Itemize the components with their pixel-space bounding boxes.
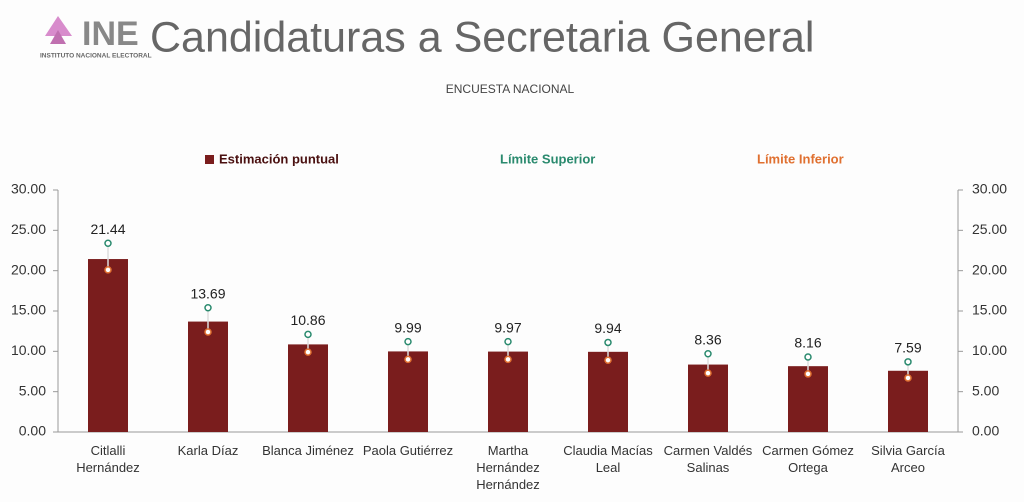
value-label: 13.69	[190, 285, 225, 301]
value-label: 10.86	[290, 312, 325, 328]
y-tick-label: 20.00	[11, 261, 46, 277]
lower-limit-dot	[504, 355, 512, 364]
y2-tick-label: 25.00	[972, 221, 1007, 237]
x-tick-label: Paola Gutiérrez	[362, 443, 454, 458]
y-tick-label: 30.00	[11, 181, 46, 197]
value-label: 9.99	[394, 319, 421, 335]
lower-limit-dot	[904, 374, 912, 382]
upper-limit-dot	[804, 353, 812, 361]
value-label: 9.94	[594, 320, 621, 336]
logo-icon	[45, 16, 72, 36]
upper-limit-dot	[704, 350, 712, 358]
y2-tick-label: 15.00	[972, 302, 1007, 318]
bar	[388, 351, 428, 432]
legend-label: Estimación puntual	[219, 151, 339, 166]
y-tick-label: 0.00	[19, 423, 46, 439]
lower-limit-dot	[604, 356, 612, 364]
bar	[188, 321, 228, 432]
x-tick-label: Martha Hernández Hernández	[476, 443, 540, 492]
lower-limit-dot	[104, 266, 112, 274]
logo-name: INE	[82, 15, 139, 53]
upper-limit-dot	[604, 338, 612, 347]
upper-limit-dot	[404, 337, 412, 346]
y-tick-label: 5.00	[19, 382, 46, 398]
x-tick-label: Carmen Valdés Salinas	[663, 443, 753, 475]
y-tick-label: 10.00	[11, 342, 46, 358]
x-tick-label: Claudia Macías Leal	[563, 443, 653, 475]
bar	[288, 344, 328, 432]
y2-tick-label: 5.00	[972, 382, 999, 398]
lower-limit-dot	[304, 348, 312, 356]
bar	[588, 351, 628, 432]
y2-tick-label: 10.00	[972, 342, 1007, 358]
upper-limit-dot	[504, 337, 512, 346]
lower-limit-dot	[404, 355, 412, 364]
x-tick-label: Citlalli Hernández	[76, 443, 140, 475]
value-label: 8.16	[794, 335, 821, 351]
upper-limit-dot	[904, 358, 912, 366]
y-tick-label: 15.00	[11, 302, 46, 318]
y2-tick-label: 0.00	[972, 423, 999, 439]
lower-limit-dot	[704, 369, 712, 377]
chart-title: Candidaturas a Secretaria General	[150, 13, 814, 61]
upper-limit-dot	[304, 330, 312, 339]
value-label: 8.36	[694, 331, 721, 347]
x-tick-label: Blanca Jiménez	[262, 443, 354, 458]
upper-limit-dot	[204, 304, 212, 312]
y2-tick-label: 30.00	[972, 181, 1007, 197]
bar	[488, 351, 528, 432]
x-tick-label: Karla Díaz	[177, 443, 239, 458]
lower-limit-dot	[204, 328, 212, 336]
x-tick-label: Carmen Gómez Ortega	[762, 443, 854, 475]
y-tick-label: 25.00	[11, 221, 46, 237]
upper-limit-dot	[104, 239, 112, 247]
legend-swatch	[205, 155, 214, 164]
logo-subtitle: INSTITUTO NACIONAL ELECTORAL	[40, 53, 152, 60]
bar	[88, 259, 128, 432]
y2-tick-label: 20.00	[972, 261, 1007, 277]
legend-label: Límite Superior	[500, 151, 595, 166]
value-label: 21.44	[90, 221, 125, 237]
value-label: 9.97	[494, 319, 521, 335]
lower-limit-dot	[804, 370, 812, 378]
chart-subtitle: ENCUESTA NACIONAL	[446, 82, 575, 96]
value-label: 7.59	[894, 340, 921, 356]
legend-label: Límite Inferior	[757, 151, 844, 166]
x-tick-label: Silvia García Arceo	[871, 443, 945, 475]
logo-icon	[50, 30, 66, 44]
